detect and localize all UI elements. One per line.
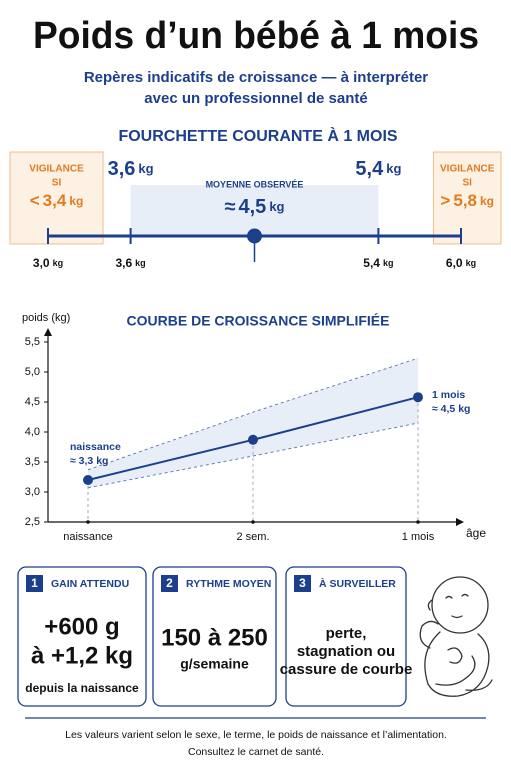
data-point [248, 434, 258, 445]
alert-value: <3,4 kg [30, 191, 84, 210]
y-tick-label: 3,5 [25, 456, 40, 468]
mean-value-part: ≈ [225, 196, 236, 218]
x-tick [416, 520, 420, 524]
alert-title: VIGILANCE [29, 164, 84, 175]
card-main: perte, [326, 625, 367, 642]
mean-dot [247, 228, 262, 244]
x-tick-label: naissance [63, 531, 113, 543]
card-title: GAIN ATTENDU [51, 578, 129, 590]
annotation: naissance [70, 441, 121, 453]
range-tick-label: 6,0 kg [446, 256, 476, 270]
range-tick-label-part: kg [135, 258, 146, 268]
y-tick-label: 4,5 [25, 396, 40, 408]
range-tick-label: 3,0 kg [33, 256, 63, 270]
card-number-box [161, 575, 178, 592]
y-axis-label: poids (kg) [22, 312, 70, 324]
y-tick-label: 3,0 [25, 486, 40, 498]
card-main: stagnation ou [297, 643, 395, 660]
usual-label-part: 3,6 [108, 158, 136, 180]
x-axis-arrow [456, 518, 464, 526]
range-tick-label: 5,4 kg [363, 256, 393, 270]
x-tick-label: 2 sem. [236, 531, 269, 543]
subtitle: Repères indicatifs de croissance — à int… [84, 69, 428, 86]
y-tick-label: 5,5 [25, 336, 40, 348]
x-axis-label: âge [466, 526, 486, 540]
range-tick-label-part: kg [466, 258, 477, 268]
card-main: 150 à 250 [161, 624, 268, 651]
band-line [87, 422, 419, 489]
range-tick-label: 3,6 kg [115, 256, 145, 270]
x-tick [86, 520, 90, 524]
range-tick-label-part: kg [383, 258, 394, 268]
mean-value: ≈4,5 kg [225, 196, 285, 218]
alert-title: SI [52, 178, 62, 189]
y-axis-arrow [44, 328, 52, 336]
card-number: 3 [299, 576, 306, 590]
y-tick-label: 4,0 [25, 426, 40, 438]
alert-value: >5,8 kg [440, 191, 494, 210]
mean-value-part: 4,5 [239, 196, 267, 218]
annotation: ≈ 3,3 kg [70, 455, 108, 467]
card-main: +600 g [44, 613, 119, 640]
card-note: depuis la naissance [25, 681, 139, 695]
alert-value-part: kg [480, 194, 494, 208]
range-tick-label-part: 6,0 [446, 256, 463, 270]
usual-label-part: kg [386, 161, 401, 176]
alert-value-part: 3,4 [43, 191, 67, 210]
usual-range [130, 185, 379, 236]
range-tick-label-part: 5,4 [363, 256, 380, 270]
usual-label-part: 5,4 [355, 158, 384, 180]
range-tick-label-part: 3,6 [115, 256, 132, 270]
band-line [87, 357, 419, 471]
subtitle: avec un professionnel de santé [144, 90, 367, 107]
range-tick-label-part: kg [53, 258, 64, 268]
card-number: 2 [166, 576, 173, 590]
mean-title: MOYENNE OBSERVÉE [206, 179, 304, 189]
alert-zone [433, 151, 502, 245]
x-tick [251, 520, 255, 524]
baby-illustration [419, 576, 493, 697]
footer-text: Les valeurs varient selon le sexe, le te… [65, 729, 447, 741]
alert-title: VIGILANCE [440, 164, 495, 175]
range-title: FOURCHETTE COURANTE À 1 MOIS [118, 126, 397, 145]
alert-value-part: < [30, 191, 40, 210]
y-tick-label: 2,5 [25, 516, 40, 528]
card [152, 566, 277, 707]
card-main: à +1,2 kg [31, 642, 133, 669]
mean-value-part: kg [269, 199, 284, 214]
alert-zone [9, 151, 104, 245]
data-point [413, 392, 423, 403]
card [17, 566, 147, 707]
card [285, 566, 407, 707]
card-title: RYTHME MOYEN [186, 578, 271, 590]
card-number: 1 [31, 576, 38, 590]
alert-value-part: > [440, 191, 450, 210]
annotation: ≈ 4,5 kg [432, 403, 470, 415]
band-area [88, 358, 418, 488]
card-title: À SURVEILLER [319, 577, 396, 590]
data-point [83, 475, 93, 485]
card-note: g/semaine [180, 656, 249, 672]
card-number-box [26, 575, 43, 592]
usual-label: 5,4 kg [355, 158, 401, 180]
annotation: 1 mois [432, 389, 465, 401]
title: Poids d’un bébé à 1 mois [33, 15, 479, 57]
card-main: cassure de courbe [280, 661, 413, 678]
alert-value-part: 5,8 [453, 191, 477, 210]
alert-title: SI [463, 178, 473, 189]
chart-title: COURBE DE CROISSANCE SIMPLIFIÉE [127, 313, 390, 329]
alert-value-part: kg [69, 194, 83, 208]
range-tick-label-part: 3,0 [33, 256, 50, 270]
card-number-box [294, 575, 311, 592]
usual-label: 3,6 kg [108, 158, 154, 180]
x-tick-label: 1 mois [402, 531, 435, 543]
usual-label-part: kg [138, 161, 153, 176]
y-tick-label: 5,0 [25, 366, 40, 378]
footer-text: Consultez le carnet de santé. [188, 746, 324, 758]
